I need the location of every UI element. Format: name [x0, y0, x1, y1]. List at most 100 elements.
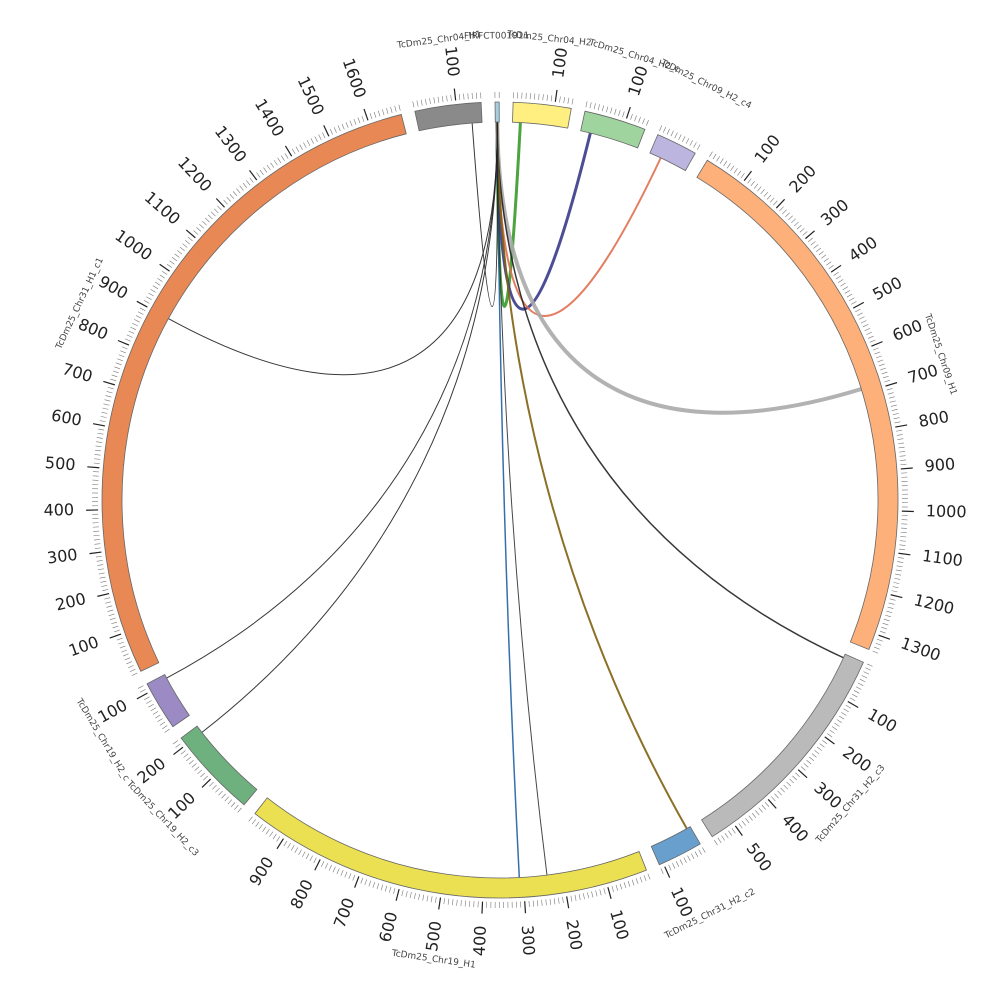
major-tick	[323, 125, 330, 137]
link-c31c2	[496, 122, 688, 830]
segment-y4	[512, 101, 572, 129]
major-tick	[276, 838, 284, 850]
major-tick	[97, 592, 110, 597]
major-tick	[607, 887, 612, 899]
tick-label: 400	[43, 500, 74, 520]
tick-label: 200	[133, 754, 169, 788]
major-tick	[136, 692, 148, 700]
major-tick	[249, 170, 258, 181]
segment-label: TcDm25_Chr04_H2	[506, 30, 592, 49]
major-tick	[481, 901, 484, 914]
minor-ticks-ss	[494, 91, 500, 99]
major-tick	[900, 467, 913, 470]
tick-label: 300	[518, 925, 539, 957]
major-tick	[830, 264, 842, 273]
tick-label: 800	[917, 407, 950, 431]
tick-label: 1100	[921, 546, 964, 570]
tick-label: 300	[810, 778, 845, 813]
link-gr4	[471, 122, 498, 307]
labels-layer: FIRFCT001911100TcDm25_Chr04_H2100TcDm25_…	[43, 30, 966, 971]
links-layer	[166, 121, 862, 878]
major-tick	[898, 552, 911, 556]
major-tick	[824, 736, 835, 745]
segment-c9	[696, 159, 899, 650]
tick-label: 400	[845, 233, 881, 266]
major-tick	[805, 230, 815, 240]
tick-label: 100	[750, 131, 784, 167]
tick-label: 300	[46, 545, 79, 568]
link-g4	[495, 122, 592, 311]
segment-label: TcDm25_Chr04_H1	[396, 30, 482, 51]
tick-label: 800	[286, 876, 317, 912]
tick-label: 900	[95, 272, 131, 303]
segment-label: FIRFCT001911	[464, 31, 529, 41]
major-tick	[215, 198, 225, 208]
tick-label: 100	[667, 884, 697, 920]
tick-label: 500	[422, 920, 445, 953]
tick-label: 700	[60, 359, 95, 386]
tick-label: 600	[890, 316, 925, 345]
tick-label: 200	[54, 589, 88, 615]
major-tick	[847, 700, 859, 709]
tick-label: 100	[95, 695, 131, 726]
tick-label: 1200	[174, 153, 216, 196]
tick-label: 900	[924, 454, 956, 475]
major-tick	[314, 859, 321, 871]
tick-label: 300	[817, 195, 853, 229]
tick-label: 500	[44, 453, 76, 474]
tick-label: 1000	[111, 226, 155, 265]
major-tick	[664, 866, 671, 878]
major-tick	[625, 106, 631, 119]
major-tick	[775, 198, 786, 209]
major-tick	[159, 263, 170, 272]
tick-label: 1500	[294, 73, 329, 118]
major-tick	[438, 897, 442, 910]
major-tick	[201, 778, 212, 788]
major-tick	[734, 825, 743, 836]
tick-label: 500	[743, 839, 776, 875]
link-c31h1	[168, 122, 498, 376]
major-tick	[885, 382, 898, 387]
minor-ticks-gr4	[412, 92, 482, 108]
major-tick	[92, 423, 105, 427]
major-tick	[767, 799, 777, 809]
tick-label: 700	[906, 360, 941, 387]
tick-label: 1000	[926, 501, 967, 521]
major-tick	[117, 339, 130, 346]
link-c19c	[166, 122, 498, 679]
major-tick	[890, 594, 903, 599]
segment-c19h1	[254, 797, 647, 899]
segment-label: TcDm25_Chr19_H2_c3	[124, 778, 201, 858]
tick-label: 700	[330, 895, 359, 930]
tick-label: 1200	[912, 590, 956, 618]
tick-label: 100	[864, 704, 900, 736]
segment-c31h1	[101, 113, 407, 672]
major-tick	[743, 170, 752, 182]
tick-label: 200	[839, 743, 875, 776]
link-l9	[495, 122, 662, 317]
major-tick	[895, 424, 908, 428]
major-tick	[554, 89, 558, 102]
tick-label: 600	[375, 910, 401, 944]
tick-label: 100	[548, 46, 571, 79]
ticks-layer	[86, 88, 914, 914]
tick-label: 100	[66, 632, 101, 660]
tick-label: 1300	[211, 122, 251, 166]
segment-label: TcDm25_Chr09_H2_c4	[658, 58, 753, 112]
tick-label: 1300	[898, 633, 943, 665]
link-c9	[495, 121, 862, 415]
segment-label: TcDm25_Chr09_H1	[922, 312, 958, 397]
tick-label: 1400	[251, 95, 288, 140]
major-tick	[852, 301, 865, 309]
segment-c19c3	[180, 725, 258, 806]
major-tick	[878, 634, 891, 640]
major-tick	[453, 88, 457, 101]
tick-label: 100	[441, 45, 463, 77]
major-tick	[395, 888, 400, 901]
segment-gr4	[414, 102, 483, 132]
major-tick	[284, 145, 293, 157]
major-tick	[185, 229, 196, 239]
major-tick	[87, 466, 100, 469]
tick-label: 200	[562, 918, 586, 951]
